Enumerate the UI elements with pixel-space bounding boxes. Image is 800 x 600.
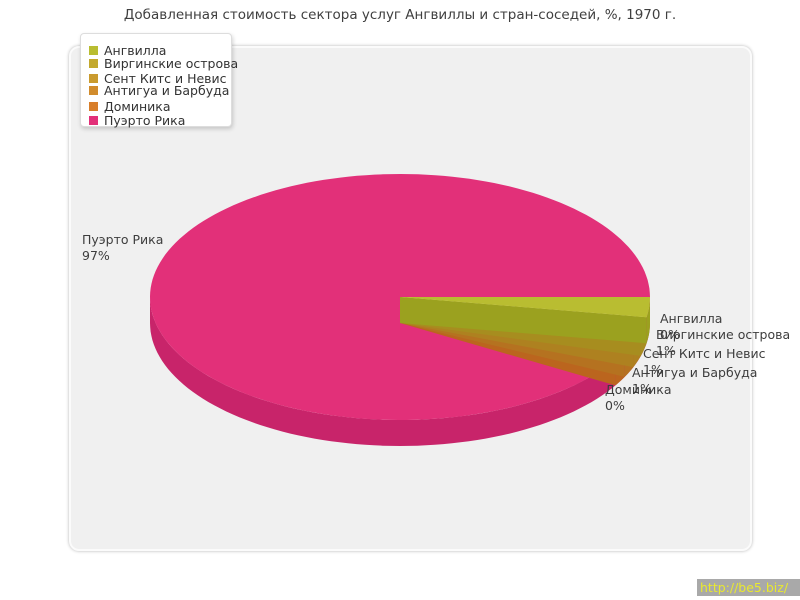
legend-label: Пуэрто Рика <box>104 113 186 128</box>
slice-label-name: Доминика <box>605 382 672 397</box>
legend-label: Доминика <box>104 99 171 114</box>
slice-label-value: 1% <box>632 381 652 396</box>
slice-label-name: Антигуа и Барбуда <box>632 365 758 380</box>
legend-swatch-icon <box>89 86 98 95</box>
legend-label: Виргинские острова <box>104 56 239 71</box>
legend-swatch-icon <box>89 74 98 83</box>
slice-label-value: 1% <box>643 362 663 377</box>
slice-label-value: 1% <box>656 343 676 358</box>
pie-slice-0-side <box>646 297 650 344</box>
slice-label-2: Сент Китс и Невис 1% <box>643 346 766 378</box>
pie-slice-0-top <box>400 297 650 318</box>
legend-label: Сент Китс и Невис <box>104 71 227 86</box>
slice-label-0: Ангвилла 0% <box>660 311 722 343</box>
slice-label-name: Сент Китс и Невис <box>643 346 766 361</box>
slice-label-value: 0% <box>660 327 680 342</box>
slice-label-4: Доминика 0% <box>605 382 671 414</box>
legend-label: Антигуа и Барбуда <box>104 83 230 98</box>
slice-label-name: Ангвилла <box>660 311 723 326</box>
slice-label-1: Виргинские острова 1% <box>656 327 790 359</box>
pie-slice-5-side <box>150 297 650 446</box>
legend-label: Ангвилла <box>104 43 167 58</box>
slice-label-name: Пуэрто Рика <box>82 232 164 247</box>
slice-label-3: Антигуа и Барбуда 1% <box>632 365 757 397</box>
legend-swatch-icon <box>89 59 98 68</box>
legend-box: Ангвилла Виргинские острова Сент Китс и Не… <box>80 33 238 128</box>
watermark-link[interactable]: http://be5.biz/ <box>697 579 800 596</box>
slice-label-5: Пуэрто Рика 97% <box>82 232 163 264</box>
slice-label-name: Виргинские острова <box>656 327 791 342</box>
legend-swatch-icon <box>89 46 98 55</box>
legend-swatch-icon <box>89 102 98 111</box>
slice-label-value: 97% <box>82 248 110 263</box>
chart-title: Добавленная стоимость сектора услуг Ангв… <box>123 7 677 23</box>
slice-label-value: 0% <box>605 398 625 413</box>
legend-swatch-icon <box>89 116 98 125</box>
pie-slice-0-riser <box>400 297 647 344</box>
